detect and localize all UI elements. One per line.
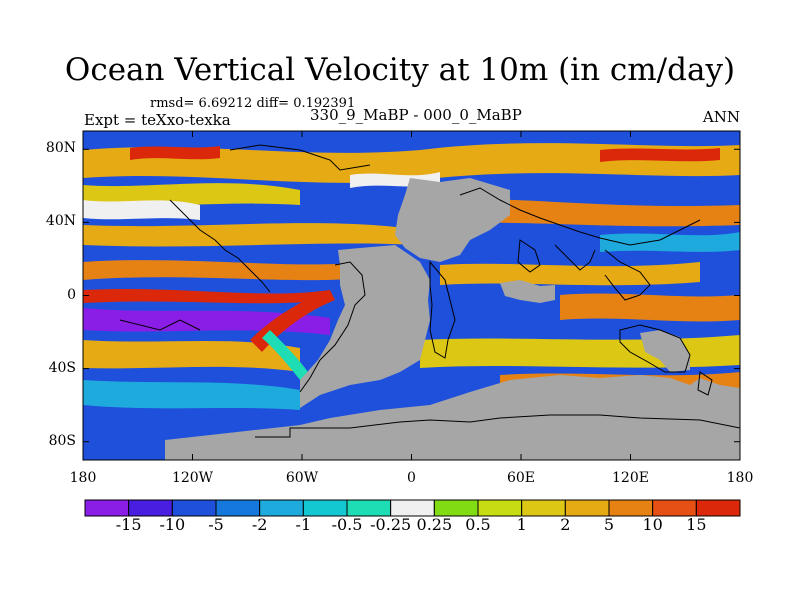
difference-label: 330_9_MaBP - 000_0_MaBP [310,106,522,124]
colorbar-swatch [128,499,173,517]
colorbar-swatch [84,499,130,517]
colorbar-label: 5 [603,515,615,534]
lon-tick-label: 60W [285,470,319,486]
lon-tick-label: 180 [726,470,754,486]
colorbar [84,499,741,517]
lon-tick-label: 120W [171,470,214,486]
colorbar-label: -2 [251,515,268,534]
colorbar-swatch [171,499,217,517]
colorbar-swatch [564,499,610,517]
season-label: ANN [702,108,740,126]
lon-tick-label: 0 [407,470,416,486]
colorbar-label: 10 [642,515,663,534]
colorbar-label: 15 [686,515,707,534]
lat-tick-label: 80N [45,140,76,157]
colorbar-label: 1 [516,515,527,534]
colorbar-label: -1 [295,515,312,534]
experiment-label: Expt = teXxo-texka [84,111,231,129]
map-panel [83,131,740,460]
colorbar-swatch [695,499,741,517]
colorbar-swatch [608,499,654,517]
colorbar-label: 2 [560,515,571,534]
colorbar-label: 0.25 [416,515,453,534]
colorbar-label: -10 [159,515,186,534]
colorbar-label: -5 [208,515,224,534]
colorbar-label: -0.5 [331,515,363,534]
lon-tick-label: 60E [506,470,536,486]
map-title: Ocean Vertical Velocity at 10m (in cm/da… [64,52,736,88]
lon-tick-label: 180 [69,470,97,486]
coastlines [119,144,740,438]
colorbar-swatch [521,499,566,517]
colorbar-swatch [433,499,479,517]
land-mass [165,178,740,460]
colorbar-swatch [652,499,697,517]
lat-tick-label: 0 [67,286,76,303]
colorbar-swatch [302,499,348,517]
lat-tick-label: 40N [45,213,76,230]
colorbar-label: 0.5 [465,515,491,534]
axis-ticks [82,131,741,460]
lat-tick-label: 40S [48,359,76,376]
lon-tick-label: 120E [612,470,649,486]
colorbar-swatch [346,499,392,517]
colorbar-swatch [477,499,523,517]
lat-tick-label: 80S [48,432,76,449]
colorbar-swatch [259,499,304,517]
colorbar-label: -15 [115,515,142,534]
colorbar-swatch [215,499,261,517]
colorbar-swatch [390,499,435,517]
stats-label: rmsd= 6.69212 diff= 0.192391 [150,96,356,111]
colorbar-label: -0.25 [370,515,412,534]
